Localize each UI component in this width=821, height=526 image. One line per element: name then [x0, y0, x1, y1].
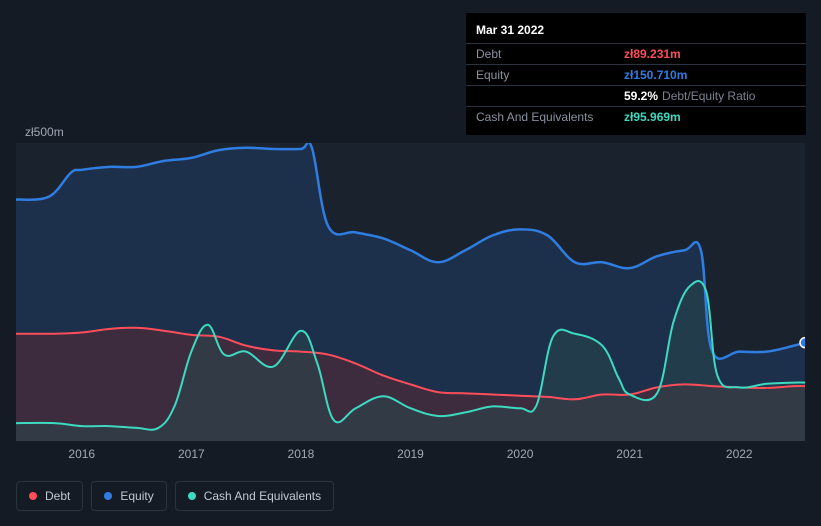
chart-svg: [16, 143, 805, 441]
tooltip-row-value: zł95.969m: [624, 110, 681, 124]
series-end-marker: [800, 338, 805, 348]
chart-legend: Debt Equity Cash And Equivalents: [16, 481, 334, 511]
tooltip-row: Cash And Equivalentszł95.969m: [466, 107, 806, 127]
legend-item-debt[interactable]: Debt: [16, 481, 83, 511]
chart-plot-area[interactable]: [16, 143, 805, 441]
legend-item-equity[interactable]: Equity: [91, 481, 166, 511]
x-axis-tick: 2021: [616, 447, 643, 461]
legend-item-cash-and-equivalents[interactable]: Cash And Equivalents: [175, 481, 334, 511]
x-axis-tick: 2020: [507, 447, 534, 461]
tooltip-row-label: [476, 89, 624, 103]
x-axis-tick: 2016: [68, 447, 95, 461]
tooltip-row-suffix: Debt/Equity Ratio: [662, 89, 755, 103]
tooltip-row: Equityzł150.710m: [466, 65, 806, 86]
tooltip-row-value: zł89.231m: [624, 47, 681, 61]
x-axis-tick: 2018: [288, 447, 315, 461]
x-axis: 2016 2017 2018 2019 2020 2021 2022: [16, 447, 805, 463]
chart-tooltip: Mar 31 2022 Debtzł89.231mEquityzł150.710…: [466, 13, 806, 135]
tooltip-row-label: Equity: [476, 68, 624, 82]
legend-item-label: Debt: [45, 489, 70, 503]
y-axis-label-top: zł500m: [25, 125, 64, 139]
legend-item-label: Cash And Equivalents: [204, 489, 321, 503]
legend-dot-icon: [104, 492, 112, 500]
tooltip-row-value: zł150.710m: [624, 68, 687, 82]
tooltip-row-label: Cash And Equivalents: [476, 110, 624, 124]
tooltip-row-label: Debt: [476, 47, 624, 61]
legend-dot-icon: [29, 492, 37, 500]
tooltip-row: 59.2%Debt/Equity Ratio: [466, 86, 806, 107]
x-axis-tick: 2022: [726, 447, 753, 461]
legend-dot-icon: [188, 492, 196, 500]
tooltip-row-value: 59.2%Debt/Equity Ratio: [624, 89, 755, 103]
tooltip-date: Mar 31 2022: [466, 21, 806, 44]
x-axis-tick: 2017: [178, 447, 205, 461]
tooltip-row: Debtzł89.231m: [466, 44, 806, 65]
legend-item-label: Equity: [120, 489, 153, 503]
x-axis-tick: 2019: [397, 447, 424, 461]
